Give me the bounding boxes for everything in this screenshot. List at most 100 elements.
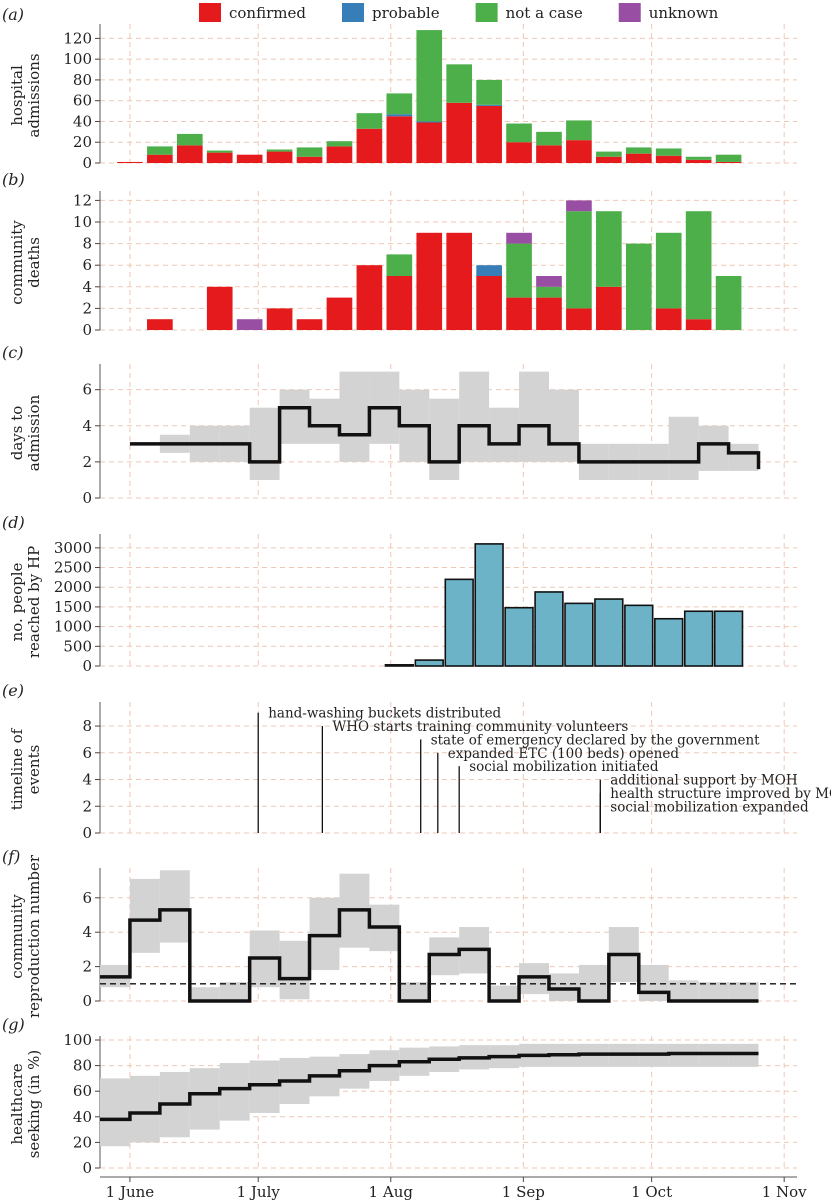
y-tick-label: 0 xyxy=(82,1159,92,1177)
bar-segment xyxy=(536,145,562,163)
ci-band xyxy=(249,1060,280,1113)
ci-band xyxy=(399,982,430,1001)
y-axis-label-line: deaths xyxy=(25,237,43,288)
bar-segment xyxy=(655,308,682,330)
bar-segment xyxy=(625,243,652,330)
bar-segment xyxy=(476,265,502,276)
y-tick-label: 1000 xyxy=(54,618,92,636)
bar-segment xyxy=(386,254,413,276)
bar-segment xyxy=(356,128,383,163)
panel-label: (f) xyxy=(2,847,20,866)
bar xyxy=(594,598,624,667)
y-tick-label: 20 xyxy=(73,1133,92,1151)
ci-band xyxy=(578,964,609,1001)
bar-segment xyxy=(386,276,413,330)
event-label: expanded ETC (100 beds) opened xyxy=(448,746,680,762)
y-tick-label: 100 xyxy=(63,1031,92,1049)
ci-band xyxy=(459,371,490,462)
x-tick-label: 1 Sep xyxy=(502,1183,545,1200)
ci-band xyxy=(698,1043,729,1067)
y-axis-label-line: events xyxy=(25,745,43,795)
y-axis-label-line: seeking (in %) xyxy=(25,1050,43,1159)
y-axis-label: hospitaladmissions xyxy=(8,53,43,137)
bar-segment xyxy=(655,155,682,163)
bar xyxy=(384,664,415,667)
ci-band xyxy=(429,398,460,480)
bar-segment xyxy=(506,232,532,244)
bar-segment xyxy=(566,308,592,330)
bar-segment xyxy=(206,150,233,153)
ci-band xyxy=(339,371,370,462)
event-label: state of emergency declared by the gover… xyxy=(431,732,760,748)
y-axis-label: communityreproduction number xyxy=(8,854,43,1018)
bar-segment xyxy=(356,265,383,330)
bar-segment xyxy=(506,297,532,330)
y-axis-label-line: community xyxy=(8,894,26,979)
y-tick-label: 1500 xyxy=(54,598,92,616)
bar-segment xyxy=(655,148,682,156)
ci-band xyxy=(489,407,520,462)
bar-segment xyxy=(446,232,473,330)
y-tick-label: 2 xyxy=(82,797,92,815)
y-tick-label: 6 xyxy=(82,381,92,399)
y-tick-label: 500 xyxy=(63,637,92,655)
x-tick-label: 1 Nov xyxy=(762,1183,807,1200)
panel-a: 0 20 40 60 80 100 120 hospitaladmissions (a) xyxy=(2,5,797,172)
bar-segment xyxy=(416,121,443,123)
ci-band xyxy=(129,878,160,953)
y-tick-label: 6 xyxy=(82,744,92,762)
bar-segment xyxy=(446,102,473,163)
y-tick-label: 100 xyxy=(63,50,92,68)
y-axis-label-line: community xyxy=(8,220,26,305)
bar-segment xyxy=(566,211,592,309)
bar-segment xyxy=(596,151,622,157)
y-tick-label: 0 xyxy=(82,154,92,172)
bar-segment xyxy=(416,30,443,122)
ci-band xyxy=(728,982,759,1001)
y-axis-label-line: days to xyxy=(8,406,26,461)
y-axis-label-line: healthcare xyxy=(8,1063,26,1144)
ci-band xyxy=(728,443,759,471)
y-axis-label: healthcareseeking (in %) xyxy=(8,1050,43,1159)
panel-label: (c) xyxy=(2,343,23,362)
legend-swatch xyxy=(618,3,641,22)
panel-label: (b) xyxy=(2,170,25,189)
bar-segment xyxy=(685,319,712,330)
y-axis-label-line: admissions xyxy=(25,53,43,137)
bar-segment xyxy=(147,319,173,330)
bar-segment xyxy=(596,156,622,163)
bar xyxy=(504,606,534,667)
y-axis-label: days toadmission xyxy=(8,394,43,471)
y-tick-label: 2000 xyxy=(54,578,92,596)
bar-segment xyxy=(206,152,233,163)
step-line xyxy=(100,908,759,1003)
y-tick-label: 4 xyxy=(82,923,92,941)
x-tick-label: 1 July xyxy=(237,1183,281,1200)
ci-band xyxy=(249,407,280,480)
y-axis-label-line: reproduction number xyxy=(25,854,43,1018)
bar xyxy=(414,659,444,667)
step-line xyxy=(100,1051,759,1122)
y-tick-label: 4 xyxy=(82,771,92,789)
bar-segment xyxy=(206,286,233,330)
event-label: health structure improved by MOH xyxy=(610,786,831,802)
bar-segment xyxy=(416,232,443,330)
event-label: social mobilization initiated xyxy=(469,759,659,775)
bar-segment xyxy=(625,153,652,163)
ci-band xyxy=(279,940,310,1000)
y-tick-label: 0 xyxy=(82,321,92,339)
bar-segment xyxy=(685,159,712,163)
bar xyxy=(683,610,714,667)
y-tick-label: 6 xyxy=(82,256,92,274)
bar-segment xyxy=(147,146,173,155)
y-tick-label: 0 xyxy=(82,657,92,675)
bar-segment xyxy=(236,154,263,163)
ci-band xyxy=(638,964,669,1001)
panel-e: 0 2 4 6 8 timeline ofevents (e) hand-washing bu… xyxy=(2,681,831,842)
bar-segment xyxy=(236,319,263,330)
y-axis-label: no. peoplereached by HP xyxy=(8,546,43,658)
y-axis-label: communitydeaths xyxy=(8,220,43,305)
bar-segment xyxy=(296,156,323,163)
panel-label: (a) xyxy=(2,5,24,24)
ci-band xyxy=(129,1075,160,1143)
